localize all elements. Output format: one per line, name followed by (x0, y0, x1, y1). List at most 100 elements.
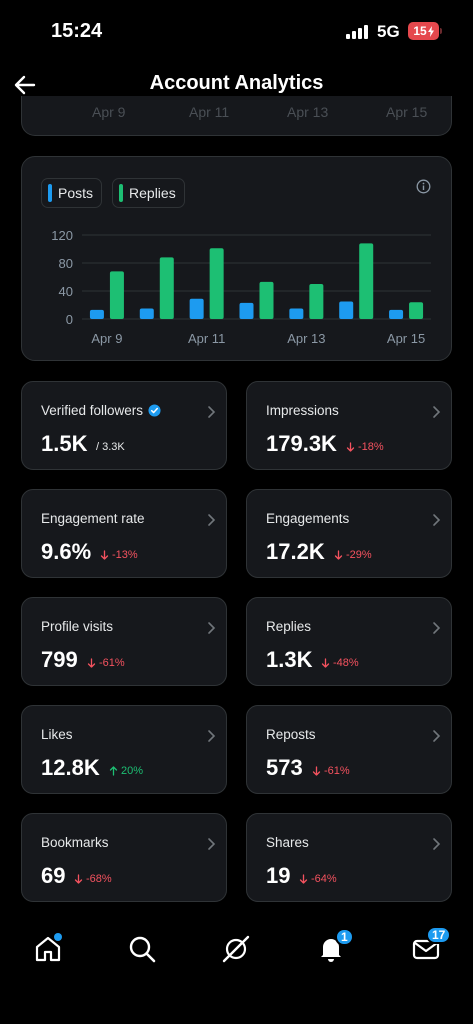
home-icon (35, 936, 61, 962)
metric-label-text: Shares (266, 835, 309, 850)
metric-change-text: -13% (112, 549, 138, 561)
metric-label: Profile visits (41, 619, 113, 634)
nav-search[interactable] (127, 934, 157, 964)
bar-posts-apr-13[interactable] (289, 308, 304, 320)
metric-change: -61% (87, 657, 125, 669)
metric-label: Verified followers (41, 403, 161, 418)
chevron-right-icon (433, 406, 441, 418)
legend-swatch-posts (48, 184, 52, 202)
search-icon (129, 936, 156, 963)
bar-replies-apr-10[interactable] (159, 257, 174, 319)
nav-notifications[interactable]: 1 (316, 928, 354, 964)
metric-value: 179.3K (266, 431, 337, 456)
nav-home[interactable] (33, 933, 63, 964)
legend-label: Replies (129, 185, 176, 201)
metric-card-reposts[interactable]: Reposts 573 -61% (246, 705, 452, 794)
metric-change-text: -68% (86, 873, 112, 885)
chevron-right-icon (433, 514, 441, 526)
legend-label: Posts (58, 185, 94, 201)
arrow-down-icon (334, 550, 343, 560)
bar-replies-apr-13[interactable] (309, 284, 324, 319)
nav-messages[interactable]: 17 (411, 926, 452, 964)
status-time: 15:24 (51, 20, 103, 42)
bar-replies-apr-11[interactable] (209, 248, 224, 319)
metric-label: Reposts (266, 727, 316, 742)
metric-label-text: Profile visits (41, 619, 114, 634)
nav-grok[interactable] (221, 934, 251, 964)
metric-change-text: -61% (324, 765, 350, 777)
bar-posts-apr-11[interactable] (189, 298, 204, 319)
metric-change-text: 20% (121, 765, 144, 777)
metric-label: Engagements (266, 511, 349, 526)
metric-card-profile-visits[interactable]: Profile visits 799 -61% (21, 597, 227, 686)
chart-legend: Posts Replies (41, 178, 185, 208)
mail-icon (412, 939, 440, 960)
metric-change: -48% (321, 657, 359, 669)
bell-icon (321, 939, 341, 962)
bar-chart: 0 40 80 120 Apr 9 Apr 11 Apr 13 Apr 15 (51, 228, 431, 346)
metric-card-bookmarks[interactable]: Bookmarks 69 -68% (21, 813, 227, 902)
bar-posts-apr-15[interactable] (389, 309, 404, 319)
chevron-right-icon (433, 838, 441, 850)
bar-posts-apr-9[interactable] (89, 309, 104, 319)
arrow-down-icon (74, 874, 83, 884)
metric-change-text: / 3.3K (96, 441, 125, 453)
metric-label: Bookmarks (41, 835, 109, 850)
bar-posts-apr-12[interactable] (239, 302, 254, 319)
metric-value: 573 (266, 755, 303, 780)
metric-change-text: -64% (311, 873, 337, 885)
metric-change-text: -48% (333, 657, 359, 669)
battery-indicator: 15 (408, 22, 439, 40)
bar-replies-apr-15[interactable] (409, 302, 424, 319)
y-tick-label: 80 (59, 256, 73, 271)
metric-card-verified-followers[interactable]: Verified followers 1.5K / 3.3K (21, 381, 227, 470)
previous-chart-card: Apr 9 Apr 11 Apr 13 Apr 15 (21, 96, 452, 136)
battery-cap (440, 28, 442, 34)
bar-posts-apr-14[interactable] (339, 301, 354, 320)
chevron-right-icon (433, 730, 441, 742)
metric-value: 1.3K (266, 647, 313, 672)
metric-card-impressions[interactable]: Impressions 179.3K -18% (246, 381, 452, 470)
metric-change: -29% (334, 549, 372, 561)
metric-value: 19 (266, 863, 291, 888)
metric-card-engagement-rate[interactable]: Engagement rate 9.6% -13% (21, 489, 227, 578)
chevron-right-icon (208, 838, 216, 850)
metric-change-text: -61% (99, 657, 125, 669)
metric-card-shares[interactable]: Shares 19 -64% (246, 813, 452, 902)
metric-card-engagements[interactable]: Engagements 17.2K -29% (246, 489, 452, 578)
x-tick-label: Apr 13 (287, 331, 325, 346)
metric-change: -61% (312, 765, 350, 777)
cellular-signal-icon (346, 25, 368, 39)
metric-value: 1.5K (41, 431, 88, 456)
metric-label-text: Engagement rate (41, 511, 145, 526)
verified-badge-icon (148, 404, 161, 417)
header: Account Analytics (0, 64, 473, 108)
bar-posts-apr-10[interactable] (139, 308, 154, 320)
legend-swatch-replies (119, 184, 124, 202)
notifications-badge: 1 (335, 928, 354, 946)
arrow-down-icon (312, 766, 321, 776)
back-arrow-icon[interactable] (12, 72, 38, 98)
legend-posts[interactable]: Posts (41, 178, 103, 208)
metric-change: -13% (100, 549, 138, 561)
metric-label-text: Reposts (266, 727, 316, 742)
arrow-down-icon (87, 658, 96, 668)
chevron-right-icon (433, 622, 441, 634)
arrow-up-icon (109, 766, 118, 776)
metric-card-likes[interactable]: Likes 12.8K 20% (21, 705, 227, 794)
chevron-right-icon (208, 730, 216, 742)
bar-replies-apr-12[interactable] (259, 281, 274, 319)
arrow-down-icon (100, 550, 109, 560)
metric-value: 9.6% (41, 539, 92, 564)
page-title: Account Analytics (149, 72, 324, 94)
bar-replies-apr-9[interactable] (109, 271, 124, 319)
bar-replies-apr-14[interactable] (359, 243, 374, 319)
x-tick-label: Apr 15 (386, 104, 428, 120)
grok-icon (222, 935, 250, 963)
legend-replies[interactable]: Replies (112, 178, 185, 208)
info-icon[interactable] (416, 179, 431, 194)
metric-card-replies[interactable]: Replies 1.3K -48% (246, 597, 452, 686)
metric-change-text: -18% (358, 441, 384, 453)
metric-value: 69 (41, 863, 66, 888)
x-tick-label: Apr 15 (387, 331, 425, 346)
